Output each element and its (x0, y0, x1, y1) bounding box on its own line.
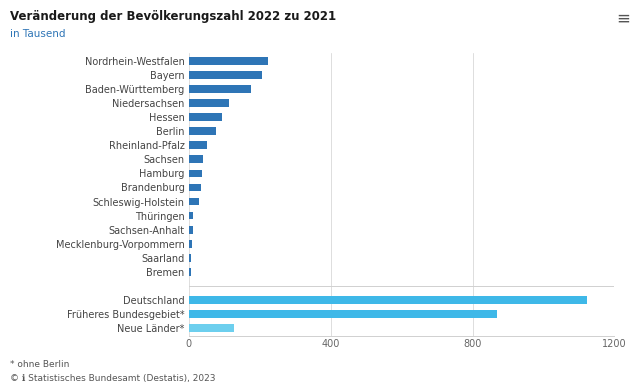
Text: * ohne Berlin: * ohne Berlin (10, 360, 69, 369)
Bar (189, 113, 222, 121)
Bar (189, 170, 202, 177)
Bar (189, 184, 201, 191)
Bar (189, 71, 262, 79)
Bar (189, 85, 251, 93)
Bar (189, 240, 193, 247)
Bar (189, 198, 200, 205)
Bar (189, 156, 203, 163)
Bar (189, 310, 497, 318)
Bar (189, 99, 228, 107)
Text: © ℹ Statistisches Bundesamt (Destatis), 2023: © ℹ Statistisches Bundesamt (Destatis), … (10, 374, 215, 383)
Bar (189, 324, 234, 332)
Bar (189, 142, 207, 149)
Bar (189, 296, 587, 304)
Text: ≡: ≡ (616, 10, 630, 28)
Bar (189, 212, 193, 219)
Bar (189, 268, 191, 276)
Text: in Tausend: in Tausend (10, 29, 65, 39)
Bar (189, 127, 216, 135)
Bar (189, 226, 193, 233)
Bar (189, 254, 191, 262)
Text: Veränderung der Bevölkerungszahl 2022 zu 2021: Veränderung der Bevölkerungszahl 2022 zu… (10, 10, 336, 23)
Bar (189, 57, 268, 65)
